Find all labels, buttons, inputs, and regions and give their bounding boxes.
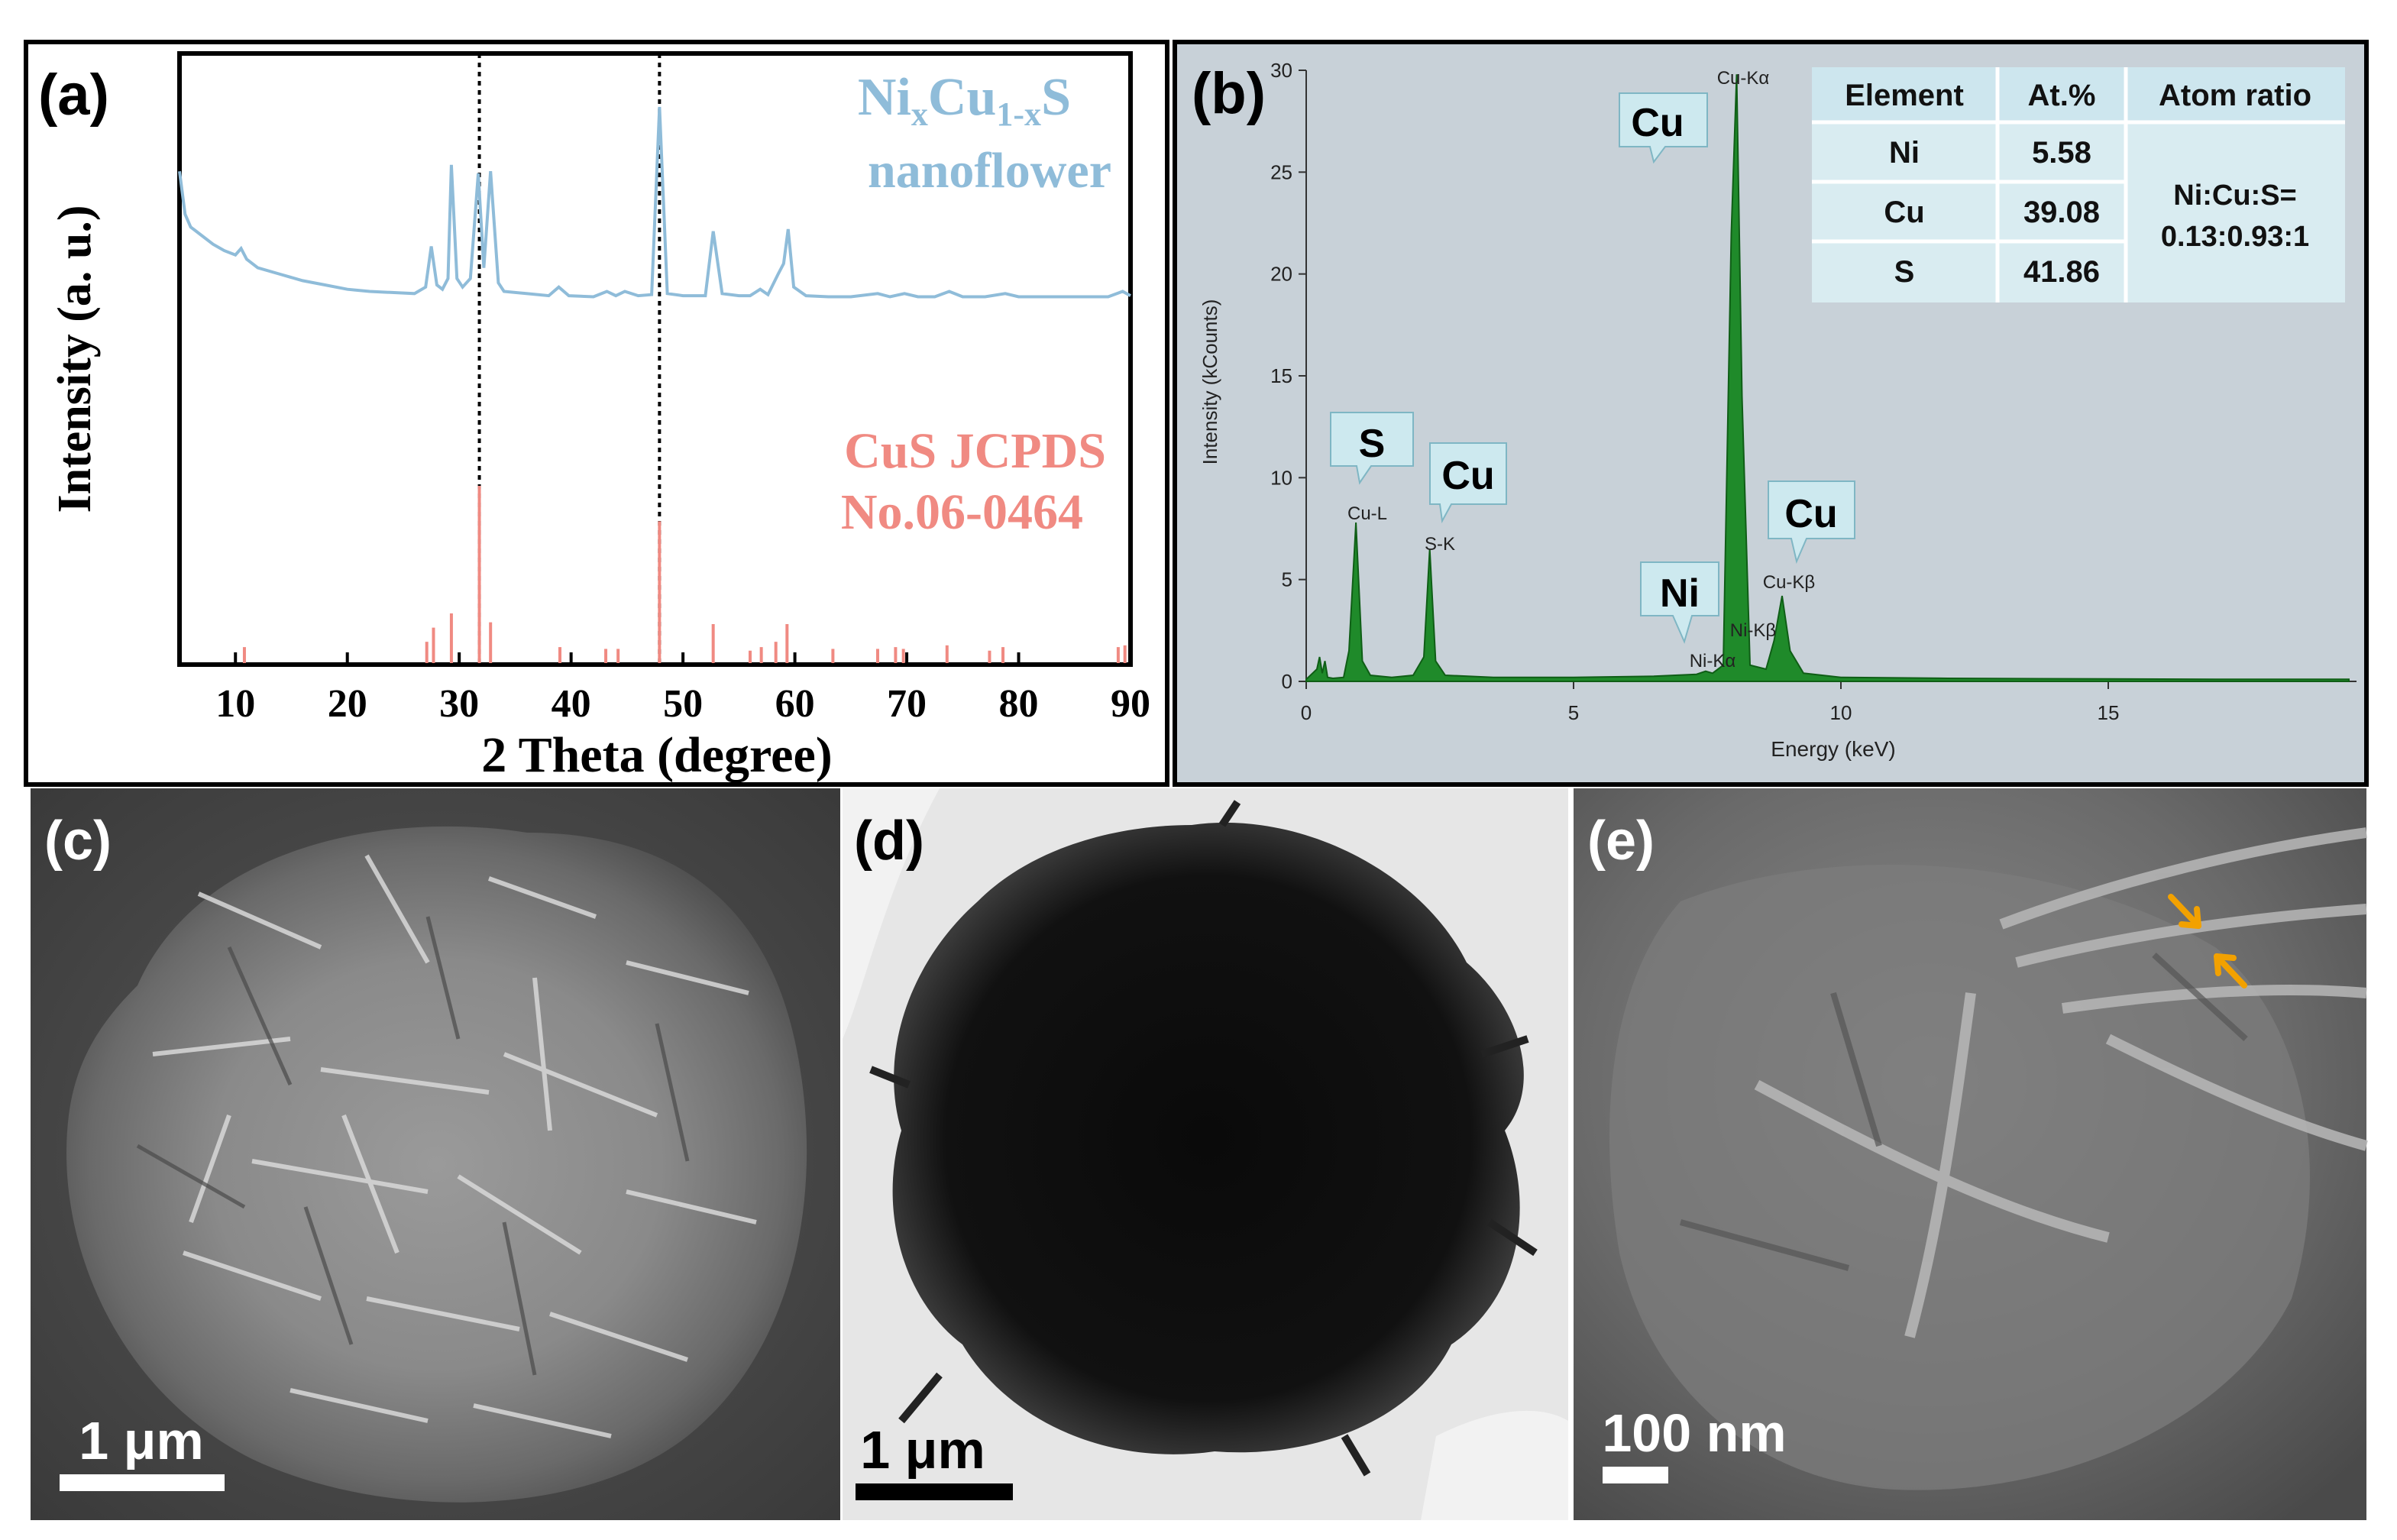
tem-d-scale-bar [856, 1483, 1013, 1500]
xrd-legend-reference-line1: CuS JCPDS [844, 423, 1106, 479]
eds-y-tick-label: 30 [1270, 59, 1292, 82]
panel-b-label: (b) [1192, 61, 1266, 126]
svg-text:Ni: Ni [1660, 571, 1700, 616]
xrd-x-tick-label: 50 [663, 682, 703, 726]
callout-s: Cu [1429, 442, 1507, 524]
eds-x-tick-label: 10 [1830, 701, 1852, 724]
eds-tick-labels: 0 5 10 15 0 5 10 15 20 25 30 [1270, 59, 2119, 724]
xrd-sticks [242, 486, 1127, 663]
peak-label-ni-kb: Ni-Kβ [1730, 620, 1776, 641]
callout-ni: Ni [1640, 561, 1719, 644]
eds-y-tick-label: 25 [1270, 160, 1292, 183]
xrd-x-tick-label: 20 [328, 682, 367, 726]
eds-y-tick-label: 20 [1270, 263, 1292, 286]
peak-label-cu-l: Cu-L [1347, 503, 1387, 524]
svg-text:Cu: Cu [1784, 492, 1837, 536]
callout-cu-top: Cu [1619, 92, 1708, 164]
table-header-ratio: Atom ratio [2159, 79, 2311, 112]
eds-x-tick-label: 0 [1301, 701, 1312, 724]
table-cell-s-at: 41.86 [2023, 255, 2100, 289]
table-ratio-line1: Ni:Cu:S= [2173, 180, 2297, 212]
tem-d-nanoflower [869, 800, 1538, 1477]
xrd-ref-lines [477, 53, 662, 665]
xrd-plot-area [177, 51, 1133, 667]
table-cell-s: S [1894, 255, 1915, 289]
callout-cu-right: Cu [1768, 480, 1855, 565]
arrow-icon-lower [2214, 953, 2247, 988]
xrd-tick-labels: 10 20 30 40 50 60 70 80 90 [215, 682, 1150, 726]
arrow-icon-upper [2168, 894, 2201, 929]
panel-c: (c) 1 μm [31, 788, 840, 1520]
svg-text:Cu: Cu [1631, 101, 1684, 145]
table-cell-cu-at: 39.08 [2023, 196, 2100, 229]
tem-d-support-film [843, 788, 1568, 1520]
svg-text:Cu: Cu [1441, 454, 1494, 498]
xrd-x-axis-label: 2 Theta (degree) [481, 727, 832, 783]
tem-d-scale-label: 1 μm [860, 1420, 985, 1480]
eds-y-tick-label: 0 [1282, 670, 1292, 693]
sem-c-nanoflower [66, 826, 807, 1503]
panel-b: (b) 0 5 10 15 0 5 10 15 20 25 30 Energy (keV) Inte… [1173, 40, 2369, 787]
table-cell-cu: Cu [1884, 196, 1924, 229]
table-header-at: At.% [2028, 79, 2096, 112]
peak-label-cu-kb: Cu-Kβ [1763, 572, 1815, 593]
xrd-x-tick-label: 40 [552, 682, 591, 726]
xrd-legend-reference: CuS JCPDS No.06-0464 [841, 423, 1106, 540]
peak-label-ni-ka: Ni-Kα [1690, 651, 1736, 671]
panel-d: (d) 1 μm [843, 788, 1568, 1520]
sem-e-scale-bar [1603, 1467, 1668, 1483]
xrd-legend-sample-line2: nanoflower [868, 143, 1111, 199]
xrd-legend-sample-line1: NixCu1-xS [858, 68, 1071, 133]
eds-y-tick-label: 10 [1270, 466, 1292, 489]
peak-label-cu-ka: Cu-Kα [1717, 68, 1770, 89]
peak-label-s-k: S-K [1425, 534, 1455, 555]
eds-x-axis-label: Energy (keV) [1771, 737, 1895, 761]
xrd-x-tick-label: 90 [1111, 682, 1150, 726]
xrd-x-tick-label: 30 [439, 682, 479, 726]
callout-cu-left: S [1330, 412, 1414, 485]
eds-x-tick-label: 5 [1568, 701, 1579, 724]
xrd-legend-sample: NixCu1-xS nanoflower [858, 68, 1111, 199]
eds-y-tick-label: 5 [1282, 568, 1292, 591]
panel-a: (a) 10 20 30 40 50 60 70 80 90 2 Theta (degree) … [24, 40, 1169, 787]
panel-d-label: (d) [854, 810, 924, 872]
xrd-x-tick-label: 60 [775, 682, 815, 726]
sem-e-scale-label: 100 nm [1602, 1403, 1786, 1463]
eds-y-axis-label: Intensity (kCounts) [1198, 299, 1221, 465]
eds-composition-table: Element At.% Atom ratio Ni 5.58 Cu 39.08… [1812, 67, 2345, 302]
panel-e: (e) 100 nm [1574, 788, 2368, 1520]
sem-c-scale-bar [60, 1474, 225, 1491]
panel-a-label: (a) [38, 63, 109, 128]
eds-y-tick-label: 15 [1270, 364, 1292, 387]
xrd-pattern-line [178, 106, 1131, 299]
svg-text:S: S [1359, 422, 1386, 466]
table-ratio-line2: 0.13:0.93:1 [2161, 221, 2309, 253]
xrd-y-axis-label: Intensity (a. u.) [49, 205, 101, 513]
table-cell-ni-at: 5.58 [2032, 136, 2091, 170]
eds-x-tick-label: 15 [2098, 701, 2120, 724]
eds-ticks [1299, 70, 2109, 689]
sem-c-scale-label: 1 μm [79, 1411, 203, 1470]
panel-e-label: (e) [1587, 810, 1655, 872]
panel-a-frame [24, 40, 1169, 787]
xrd-x-tick-label: 10 [215, 682, 255, 726]
table-cell-ni: Ni [1889, 136, 1920, 170]
xrd-x-tick-label: 70 [887, 682, 927, 726]
xrd-legend-reference-line2: No.06-0464 [841, 484, 1083, 540]
xrd-ticks [234, 652, 1132, 665]
xrd-x-tick-label: 80 [999, 682, 1039, 726]
eds-spectrum [1305, 74, 2350, 682]
table-header-element: Element [1845, 79, 1964, 112]
panel-c-label: (c) [44, 810, 112, 872]
